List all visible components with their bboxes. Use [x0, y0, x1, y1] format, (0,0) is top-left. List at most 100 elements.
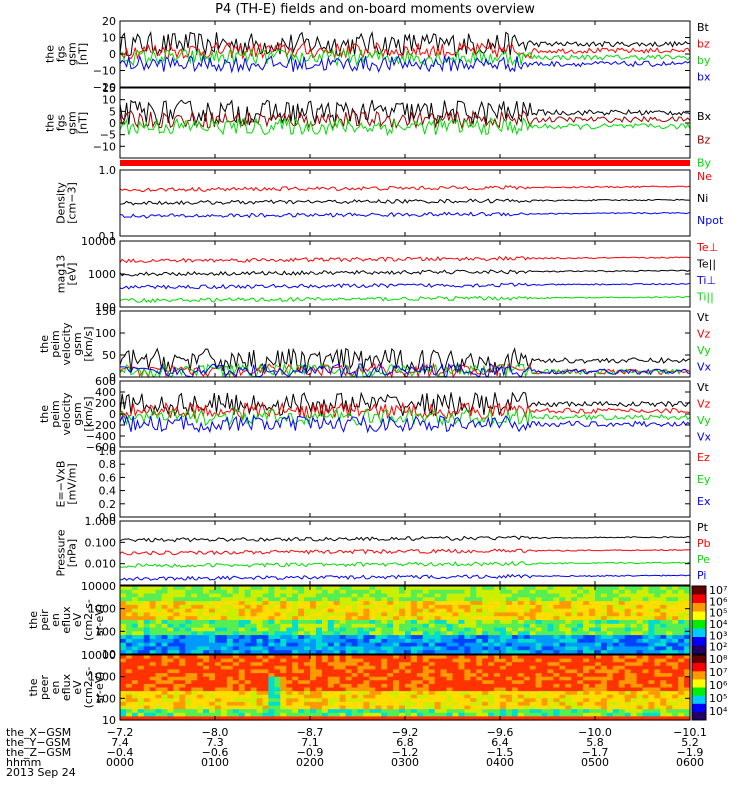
- heatmap-cell: [600, 631, 608, 636]
- heatmap-cell: [684, 691, 691, 696]
- heatmap-cell: [458, 698, 465, 703]
- heatmap-cell: [143, 712, 151, 717]
- heatmap-cell: [434, 712, 442, 717]
- heatmap-cell: [505, 597, 513, 602]
- heatmap-cell: [595, 701, 602, 707]
- heatmap-cell: [292, 665, 299, 670]
- heatmap-cell: [315, 669, 323, 674]
- heatmap-cell: [494, 683, 501, 689]
- heatmap-cell: [642, 676, 649, 681]
- heatmap-cell: [577, 638, 584, 644]
- heatmap-cell: [387, 593, 394, 598]
- x-tick-label: 5.2: [681, 736, 699, 749]
- heatmap-cell: [286, 662, 293, 667]
- heatmap-cell: [565, 631, 572, 636]
- heatmap-cell: [304, 623, 311, 629]
- heatmap-cell: [511, 642, 519, 648]
- heatmap-cell: [179, 631, 186, 636]
- y-tick-label: 10: [102, 94, 116, 107]
- heatmap-cell: [565, 589, 572, 595]
- heatmap-cell: [494, 687, 501, 692]
- heatmap-cell: [179, 716, 186, 721]
- heatmap-cell: [571, 623, 578, 629]
- heatmap-cell: [535, 705, 543, 710]
- heatmap-cell: [511, 701, 519, 707]
- heatmap-cell: [262, 635, 269, 640]
- heatmap-cell: [636, 638, 644, 644]
- heatmap-cell: [167, 705, 174, 710]
- heatmap-cell: [327, 701, 335, 707]
- heatmap-cell: [666, 601, 673, 606]
- heatmap-cell: [523, 623, 531, 629]
- heatmap-cell: [215, 680, 222, 685]
- heatmap-cell: [583, 586, 590, 591]
- heatmap-cell: [333, 694, 341, 699]
- heatmap-cell: [642, 716, 649, 721]
- heatmap-cell: [143, 698, 151, 703]
- heatmap-cell: [494, 669, 501, 674]
- heatmap-cell: [333, 716, 341, 721]
- heatmap-cell: [636, 612, 644, 617]
- heatmap-cell: [618, 709, 626, 714]
- heatmap-cell: [262, 620, 269, 625]
- heatmap-cell: [672, 694, 679, 699]
- heatmap-cell: [167, 716, 174, 721]
- heatmap-cell: [351, 597, 359, 602]
- heatmap-cell: [523, 635, 531, 640]
- heatmap-cell: [197, 589, 204, 595]
- heatmap-cell: [321, 601, 329, 606]
- chart-title: P4 (TH-E) fields and on-board moments ov…: [215, 2, 535, 17]
- heatmap-cell: [167, 655, 174, 660]
- heatmap-cell: [357, 658, 364, 663]
- heatmap-cell: [274, 698, 281, 703]
- heatmap-cell: [215, 620, 222, 625]
- heatmap-cell: [470, 650, 477, 655]
- heatmap-cell: [642, 631, 649, 636]
- heatmap-cell: [173, 673, 180, 678]
- panel-peer: 10⁸10⁷10⁶10⁵10⁴10000100010010thepeerenef…: [27, 649, 728, 727]
- heatmap-cell: [298, 712, 305, 717]
- heatmap-cell: [315, 687, 323, 692]
- heatmap-cell: [434, 662, 442, 667]
- heatmap-cell: [357, 716, 364, 721]
- heatmap-cell: [304, 691, 311, 696]
- heatmap-cell: [131, 698, 139, 703]
- heatmap-cell: [179, 635, 186, 640]
- heatmap-cell: [274, 620, 281, 625]
- heatmap-cell: [559, 586, 566, 591]
- heatmap-cell: [648, 687, 655, 692]
- heatmap-cell: [458, 712, 465, 717]
- heatmap-cell: [215, 597, 222, 602]
- heatmap-cell: [256, 638, 264, 644]
- heatmap-cell: [393, 701, 400, 707]
- heatmap-cell: [583, 589, 590, 595]
- heatmap-cell: [137, 701, 145, 707]
- heatmap-cell: [173, 604, 180, 610]
- heatmap-cell: [215, 608, 222, 614]
- heatmap-cell: [571, 709, 578, 714]
- heatmap-cell: [137, 601, 145, 606]
- heatmap-cell: [179, 601, 186, 606]
- heatmap-cell: [203, 680, 210, 685]
- heatmap-cell: [482, 638, 489, 644]
- heatmap-cell: [529, 597, 537, 602]
- heatmap-cell: [488, 593, 495, 598]
- heatmap-cell: [654, 701, 661, 707]
- heatmap-cell: [375, 620, 382, 625]
- heatmap-cell: [500, 589, 507, 595]
- heatmap-cell: [268, 698, 275, 703]
- heatmap-cell: [505, 642, 513, 648]
- heatmap-cell: [589, 642, 596, 648]
- heatmap-cell: [125, 631, 133, 636]
- heatmap-cell: [606, 608, 614, 614]
- heatmap-cell: [226, 705, 234, 710]
- heatmap-cell: [363, 673, 370, 678]
- heatmap-cell: [434, 608, 442, 614]
- heatmap-cell: [315, 620, 323, 625]
- heatmap-cell: [630, 616, 638, 621]
- heatmap-cell: [244, 597, 252, 602]
- heatmap-cell: [161, 673, 169, 678]
- heatmap-cell: [238, 635, 246, 640]
